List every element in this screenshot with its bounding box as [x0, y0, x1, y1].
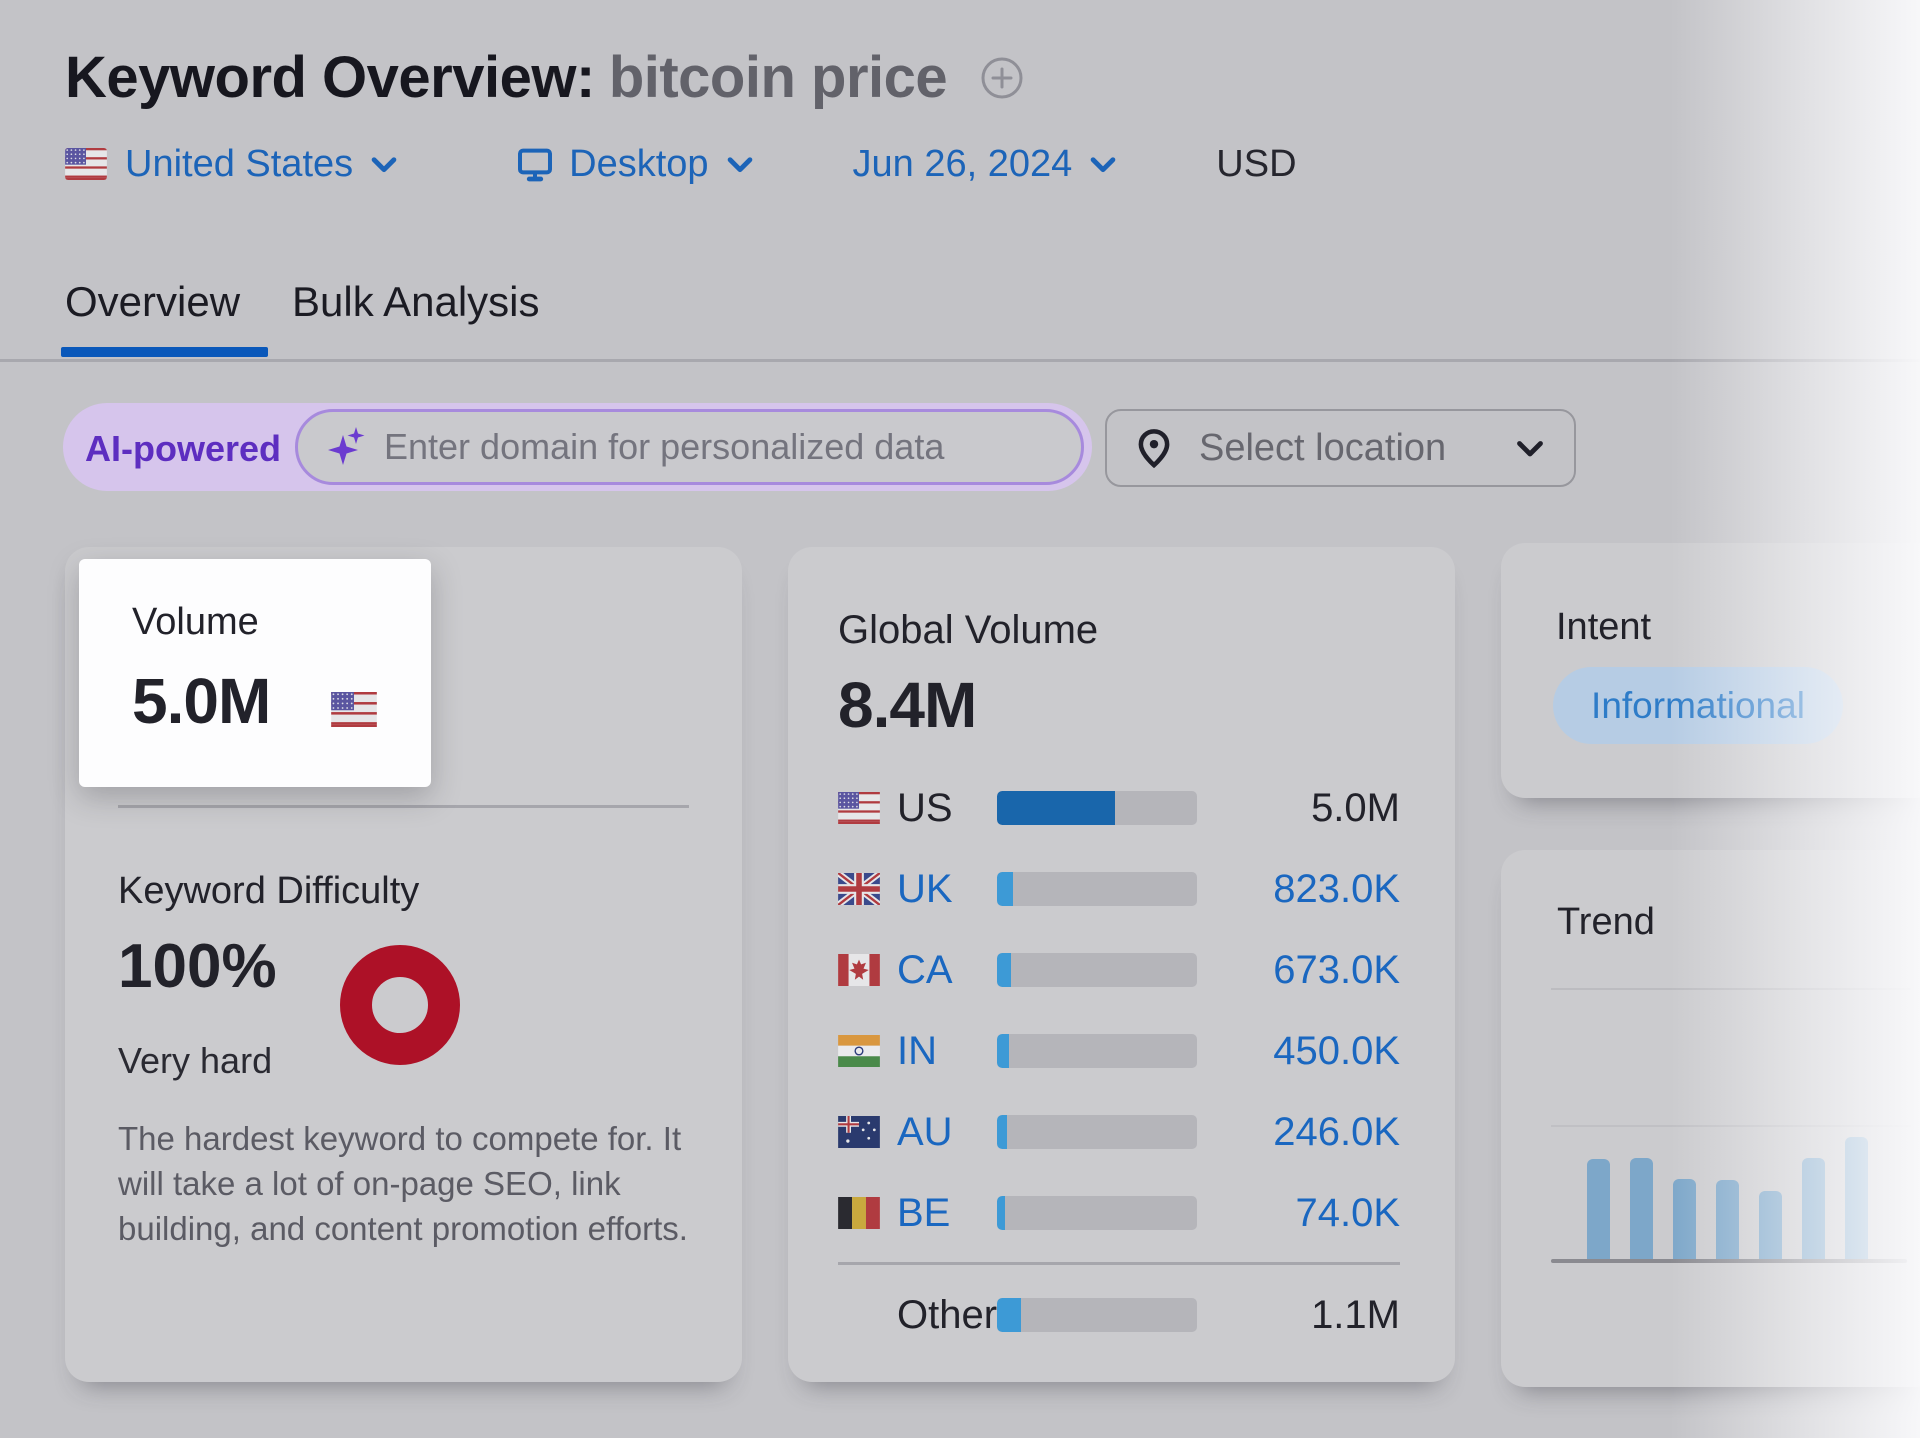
- country-volume-value[interactable]: 823.0K: [1273, 866, 1400, 911]
- intent-badge[interactable]: Informational: [1553, 667, 1843, 744]
- tab-bar: Overview Bulk Analysis: [65, 278, 540, 326]
- keyword-difficulty-percent: 100%: [118, 932, 277, 1001]
- domain-input[interactable]: Enter domain for personalized data: [295, 409, 1084, 485]
- device-selector[interactable]: Desktop: [515, 143, 756, 186]
- add-keyword-icon[interactable]: [979, 55, 1025, 101]
- country-volume-row[interactable]: CA 673.0K: [838, 940, 1400, 1000]
- location-pin-icon: [1133, 427, 1175, 469]
- country-volume-bar: [997, 953, 1197, 987]
- ai-powered-badge: AI-powered: [85, 428, 282, 469]
- trend-divider: [1551, 988, 1911, 990]
- country-code[interactable]: AU: [897, 1109, 953, 1154]
- country-selector[interactable]: United States: [65, 143, 401, 186]
- in-flag-icon: [838, 1035, 897, 1067]
- trend-divider: [1551, 1125, 1911, 1127]
- card-divider: [118, 805, 689, 808]
- domain-input-placeholder: Enter domain for personalized data: [384, 426, 945, 467]
- tabs-divider: [0, 359, 1920, 362]
- trend-label: Trend: [1557, 901, 1655, 943]
- other-divider: [838, 1262, 1400, 1265]
- country-volume-row[interactable]: BE 74.0K: [838, 1183, 1400, 1243]
- trend-bar: [1759, 1191, 1782, 1259]
- us-flag-icon: [838, 792, 897, 824]
- country-code[interactable]: UK: [897, 866, 953, 911]
- ai-sparkle-icon: [326, 425, 370, 469]
- page-title: Keyword Overview: bitcoin price: [65, 44, 1025, 111]
- date-selector-label: Jun 26, 2024: [852, 142, 1073, 185]
- trend-bar: [1673, 1179, 1696, 1259]
- trend-bar: [1845, 1137, 1868, 1259]
- volume-highlight-box: [79, 559, 431, 787]
- chevron-down-icon: [723, 147, 757, 181]
- country-volume-row[interactable]: UK 823.0K: [838, 859, 1400, 919]
- difficulty-level: Very hard: [118, 1040, 273, 1081]
- country-volume-value[interactable]: 673.0K: [1273, 947, 1400, 992]
- country-volume-value[interactable]: 246.0K: [1273, 1109, 1400, 1154]
- chevron-down-icon: [1512, 430, 1548, 466]
- chevron-down-icon: [1086, 147, 1120, 181]
- filter-bar: United States Desktop Jun 26, 2024 USD: [65, 140, 1465, 188]
- country-volume-value: 5.0M: [1311, 785, 1400, 830]
- country-volume-bar: [997, 872, 1197, 906]
- difficulty-donut-gauge: [340, 945, 460, 1065]
- volume-label: Volume: [132, 601, 259, 643]
- ca-flag-icon: [838, 954, 897, 986]
- country-code: US: [897, 785, 953, 830]
- trend-bar: [1716, 1180, 1739, 1259]
- country-volume-bar: [997, 1034, 1197, 1068]
- device-selector-label: Desktop: [569, 142, 709, 185]
- chevron-down-icon: [367, 147, 401, 181]
- currency-label: USD: [1216, 142, 1297, 185]
- difficulty-description: The hardest keyword to compete for. It w…: [118, 1120, 688, 1247]
- keyword-difficulty-label: Keyword Difficulty: [118, 870, 420, 912]
- global-volume-total: 8.4M: [838, 669, 977, 741]
- intent-badge-label: Informational: [1591, 684, 1805, 726]
- country-selector-label: United States: [125, 142, 354, 185]
- page-title-label: Keyword Overview:: [65, 45, 595, 110]
- page-title-keyword: bitcoin price: [608, 45, 948, 110]
- trend-baseline: [1551, 1259, 1907, 1263]
- us-flag-icon: [65, 148, 107, 180]
- tab-bulk-analysis[interactable]: Bulk Analysis: [292, 278, 540, 325]
- uk-flag-icon: [838, 873, 897, 905]
- volume-value: 5.0M: [132, 665, 271, 737]
- trend-bar: [1630, 1158, 1653, 1259]
- global-volume-label: Global Volume: [838, 608, 1099, 652]
- be-flag-icon: [838, 1197, 897, 1229]
- country-volume-bar: [997, 1196, 1197, 1230]
- country-code[interactable]: CA: [897, 947, 953, 992]
- trend-bar: [1587, 1159, 1610, 1259]
- date-selector[interactable]: Jun 26, 2024: [853, 143, 1121, 186]
- country-volume-row: US 5.0M: [838, 778, 1400, 838]
- intent-label: Intent: [1556, 606, 1652, 648]
- tab-overview[interactable]: Overview: [65, 278, 241, 325]
- country-volume-value[interactable]: 450.0K: [1273, 1028, 1400, 1073]
- country-volume-value[interactable]: 74.0K: [1295, 1190, 1400, 1235]
- country-volume-row[interactable]: AU 246.0K: [838, 1102, 1400, 1162]
- country-code[interactable]: IN: [897, 1028, 937, 1073]
- country-volume-bar: [997, 1298, 1197, 1332]
- country-volume-row: Other 1.1M: [838, 1285, 1400, 1345]
- select-location-button[interactable]: Select location: [1105, 409, 1576, 487]
- trend-bar: [1802, 1158, 1825, 1259]
- au-flag-icon: [838, 1116, 897, 1148]
- country-volume-bar: [997, 1115, 1197, 1149]
- country-code[interactable]: BE: [897, 1190, 951, 1235]
- active-tab-underline: [61, 347, 268, 357]
- select-location-label: Select location: [1199, 426, 1447, 469]
- desktop-icon: [515, 144, 555, 184]
- us-flag-icon: [331, 692, 377, 727]
- country-volume-value: 1.1M: [1311, 1292, 1400, 1337]
- country-volume-bar: [997, 791, 1197, 825]
- country-volume-row[interactable]: IN 450.0K: [838, 1021, 1400, 1081]
- country-code: Other: [897, 1292, 998, 1337]
